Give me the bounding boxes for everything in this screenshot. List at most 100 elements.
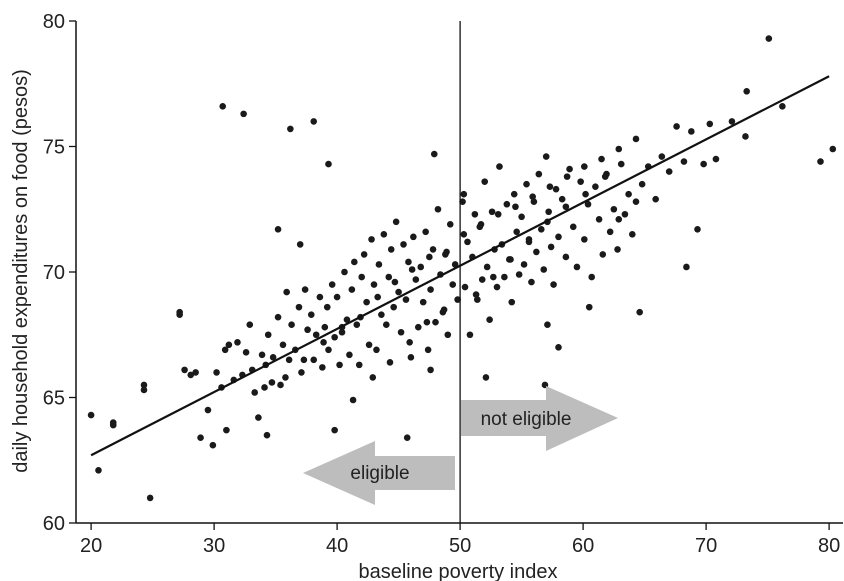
data-point bbox=[403, 434, 411, 441]
data-point bbox=[274, 226, 282, 233]
data-point bbox=[528, 278, 535, 286]
data-point bbox=[427, 366, 434, 374]
data-point bbox=[408, 266, 416, 273]
data-point bbox=[331, 333, 338, 341]
eligible-label: eligible bbox=[350, 463, 409, 484]
data-point bbox=[269, 354, 277, 361]
data-point bbox=[316, 293, 324, 301]
y-tick-label: 65 bbox=[43, 388, 65, 410]
data-point bbox=[246, 321, 254, 329]
data-point bbox=[706, 120, 714, 128]
data-point bbox=[390, 303, 397, 311]
data-point bbox=[515, 271, 523, 278]
x-tick-label: 40 bbox=[326, 535, 348, 557]
data-point bbox=[176, 308, 183, 316]
data-point bbox=[478, 276, 486, 283]
data-point bbox=[429, 246, 437, 253]
data-point bbox=[592, 183, 599, 190]
data-point bbox=[615, 215, 623, 223]
data-point bbox=[460, 190, 468, 198]
data-point bbox=[295, 303, 303, 311]
data-point bbox=[454, 296, 461, 303]
data-point bbox=[481, 178, 489, 185]
data-point bbox=[471, 210, 479, 218]
data-point bbox=[598, 155, 605, 163]
data-point bbox=[386, 359, 394, 366]
data-point bbox=[268, 379, 276, 386]
data-point bbox=[577, 178, 584, 185]
data-point bbox=[287, 125, 294, 133]
data-point bbox=[341, 268, 348, 276]
data-point bbox=[743, 87, 750, 95]
data-point bbox=[351, 258, 358, 266]
data-point bbox=[581, 236, 588, 243]
data-point bbox=[234, 338, 241, 346]
data-point bbox=[213, 369, 220, 376]
data-point bbox=[466, 331, 474, 339]
x-tick-label: 80 bbox=[818, 535, 840, 557]
data-point bbox=[240, 110, 247, 118]
data-point bbox=[197, 434, 204, 441]
data-point bbox=[533, 248, 540, 256]
data-point bbox=[765, 35, 773, 42]
data-point bbox=[319, 364, 326, 371]
data-point bbox=[638, 180, 646, 188]
data-point bbox=[288, 321, 295, 329]
data-point bbox=[443, 248, 450, 256]
data-point bbox=[490, 273, 497, 281]
data-point bbox=[694, 226, 701, 233]
data-point bbox=[310, 118, 318, 125]
data-point bbox=[552, 185, 560, 193]
data-point bbox=[251, 389, 258, 396]
data-point bbox=[562, 203, 570, 211]
data-point bbox=[446, 221, 454, 228]
data-point bbox=[355, 361, 363, 369]
data-point bbox=[87, 411, 95, 419]
data-point bbox=[535, 170, 543, 178]
not-eligible-label: not eligible bbox=[481, 409, 572, 430]
data-point bbox=[460, 231, 468, 238]
data-point bbox=[368, 236, 375, 243]
data-point bbox=[444, 331, 452, 339]
data-point bbox=[464, 238, 471, 246]
data-point bbox=[595, 215, 603, 223]
data-point bbox=[380, 231, 388, 238]
data-point bbox=[343, 316, 351, 323]
data-point bbox=[387, 246, 395, 253]
data-point bbox=[625, 190, 632, 198]
data-point bbox=[493, 283, 501, 291]
data-point bbox=[373, 346, 380, 354]
data-point bbox=[349, 396, 357, 404]
x-axis-title: baseline poverty index bbox=[358, 561, 557, 581]
data-point bbox=[181, 366, 188, 374]
data-point bbox=[370, 281, 378, 288]
data-point bbox=[615, 145, 623, 153]
data-point bbox=[274, 313, 282, 321]
y-tick-label: 75 bbox=[43, 137, 65, 159]
data-point bbox=[307, 311, 315, 318]
data-point bbox=[507, 256, 514, 263]
data-point bbox=[333, 293, 341, 301]
data-point bbox=[264, 331, 272, 339]
data-point bbox=[263, 431, 271, 439]
data-point bbox=[461, 283, 469, 291]
data-point bbox=[588, 273, 596, 281]
data-point bbox=[680, 158, 688, 165]
data-point bbox=[204, 406, 212, 414]
data-point bbox=[95, 466, 102, 474]
data-point bbox=[562, 253, 570, 261]
data-point bbox=[503, 200, 511, 208]
data-point bbox=[829, 145, 837, 153]
data-point bbox=[414, 323, 422, 331]
data-point bbox=[397, 328, 405, 336]
data-point bbox=[610, 205, 618, 213]
data-point bbox=[242, 349, 250, 356]
data-point bbox=[410, 233, 417, 241]
data-point bbox=[459, 198, 466, 206]
data-point bbox=[358, 273, 366, 281]
data-point bbox=[434, 205, 442, 213]
y-tick-label: 70 bbox=[43, 262, 65, 284]
data-point bbox=[109, 419, 117, 426]
data-point bbox=[665, 168, 673, 175]
y-tick-label: 60 bbox=[43, 513, 65, 535]
